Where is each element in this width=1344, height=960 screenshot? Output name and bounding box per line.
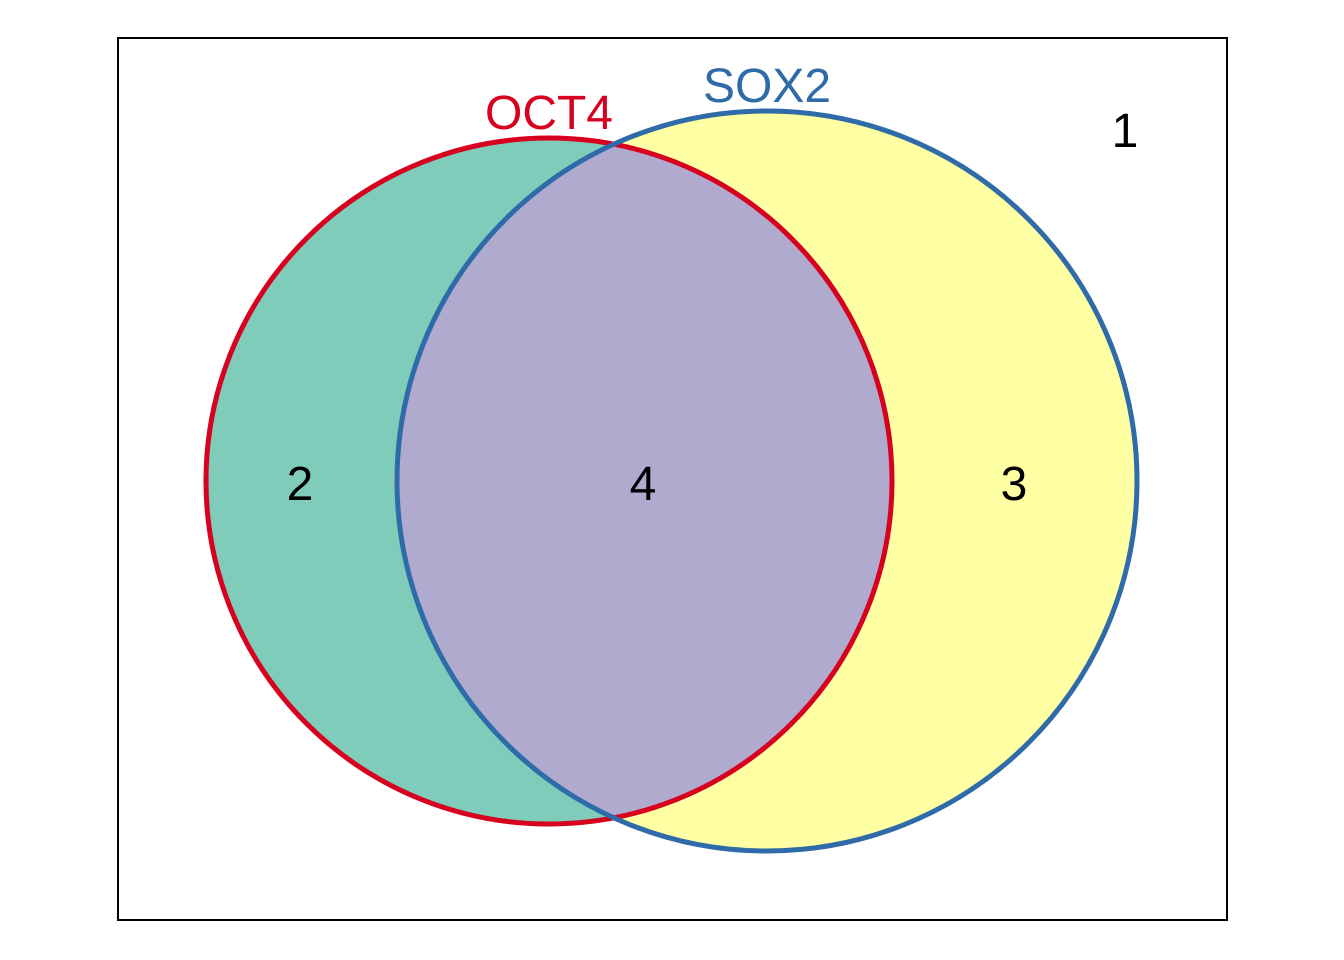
intersection-region xyxy=(397,138,892,824)
oct4-label: OCT4 xyxy=(485,87,613,140)
sox2-label: SOX2 xyxy=(703,60,831,113)
oct4-circle-outline xyxy=(203,135,895,827)
sox2-circle-outline xyxy=(394,108,1140,854)
sox2-only-count: 3 xyxy=(1001,458,1028,511)
oct4-only-count: 2 xyxy=(287,458,314,511)
outside-count: 1 xyxy=(1112,105,1139,158)
intersection-count: 4 xyxy=(630,458,657,511)
